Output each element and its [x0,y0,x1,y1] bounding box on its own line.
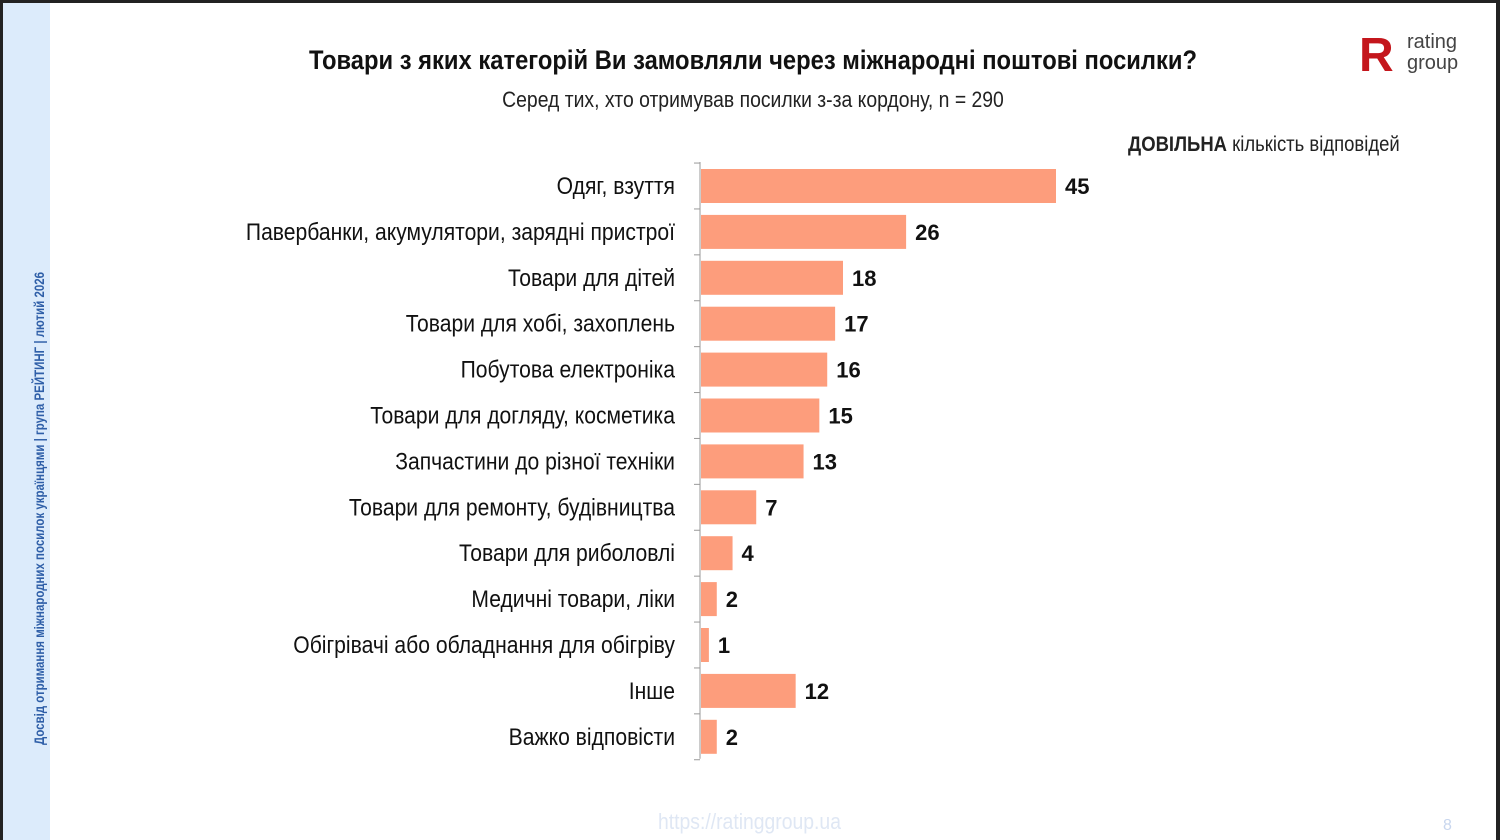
logo-text-bottom: group [1407,52,1458,74]
category-label: Товари для дітей [508,265,675,292]
category-label: Товари для догляду, косметика [370,402,675,429]
bar [701,490,757,525]
category-label: Товари для ремонту, будівництва [349,494,676,521]
value-label: 15 [828,404,852,429]
bar [701,444,804,479]
value-label: 2 [726,725,738,750]
category-label: Товари для хобі, захоплень [406,310,675,337]
answer-note-bold: ДОВІЛЬНА [1128,133,1228,156]
bar [701,352,828,387]
value-label: 45 [1065,174,1089,199]
value-label: 26 [915,220,939,245]
bar [701,628,709,662]
category-label: Запчастини до різної техніки [395,448,675,475]
category-label: Павербанки, акумулятори, зарядні пристро… [246,219,676,246]
rating-group-logo: R rating group [1359,31,1458,77]
category-label: Побутова електроніка [461,356,676,383]
category-label: Товари для риболовлі [459,540,675,567]
slide: Досвід отримання міжнародних посилок укр… [3,3,1496,840]
chart-title: Товари з яких категорій Ви замовляли чер… [308,45,1198,75]
value-label: 12 [805,679,829,704]
bar [701,673,796,708]
chart-subtitle: Серед тих, хто отримував посилки з-за ко… [502,87,1004,112]
value-label: 4 [742,541,755,566]
bar [701,260,843,295]
bar [701,169,1056,203]
bar [701,719,717,754]
logo-letter: R [1359,31,1394,77]
value-label: 16 [836,358,860,383]
category-label: Одяг, взуття [557,173,675,200]
value-label: 13 [813,449,837,474]
answer-note: ДОВІЛЬНА кількість відповідей [1128,133,1400,157]
bar [701,214,907,249]
category-label: Важко відповісти [509,724,675,751]
value-label: 2 [726,587,738,612]
logo-text-top: rating [1407,31,1457,53]
footer-url[interactable]: https://ratinggroup.ua [658,809,841,834]
bar [701,582,717,617]
page-number: 8 [1443,817,1452,834]
category-label: Інше [629,678,675,705]
category-label: Медичні товари, ліки [471,586,675,613]
value-label: 7 [765,495,777,520]
bar-chart: Одяг, взуття 45 Павербанки, акумулятори, з… [246,162,1089,761]
bar [701,306,836,341]
sidebar: Досвід отримання міжнародних посилок укр… [3,3,50,840]
value-label: 17 [844,312,868,337]
value-label: 1 [718,633,730,658]
value-label: 18 [852,266,876,291]
bar [701,536,733,571]
bar [701,398,820,433]
answer-note-rest: кількість відповідей [1227,133,1400,156]
category-label: Обігрівачі або обладнання для обігріву [293,632,675,659]
